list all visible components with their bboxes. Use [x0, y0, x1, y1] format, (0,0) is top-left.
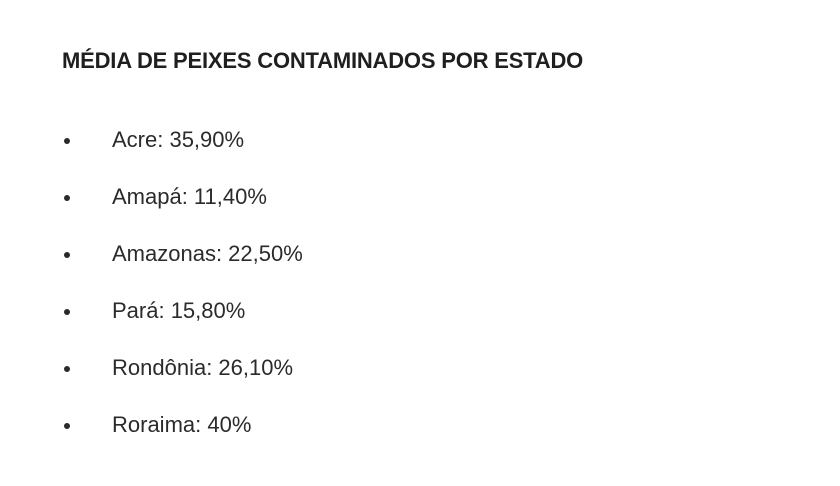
bullet-icon — [64, 423, 70, 429]
list-item-text: Rondônia: 26,10% — [112, 355, 294, 380]
list-item-text: Roraima: 40% — [112, 412, 252, 437]
article-section: MÉDIA DE PEIXES CONTAMINADOS POR ESTADO … — [62, 44, 820, 470]
list-item: Rondônia: 26,10% — [62, 356, 820, 413]
bullet-icon — [64, 138, 70, 144]
section-heading: MÉDIA DE PEIXES CONTAMINADOS POR ESTADO — [62, 48, 584, 73]
list-item-text: Pará: 15,80% — [112, 298, 246, 323]
state-list: Acre: 35,90% Amapá: 11,40% Amazonas: 22,… — [62, 128, 820, 470]
list-item-text: Amapá: 11,40% — [112, 184, 267, 209]
bullet-icon — [64, 195, 70, 201]
bullet-icon — [64, 309, 70, 315]
list-item: Acre: 35,90% — [62, 128, 820, 185]
list-item: Amazonas: 22,50% — [62, 242, 820, 299]
bullet-icon — [64, 366, 70, 372]
list-item: Pará: 15,80% — [62, 299, 820, 356]
list-item: Amapá: 11,40% — [62, 185, 820, 242]
list-item-text: Amazonas: 22,50% — [112, 241, 303, 266]
bullet-icon — [64, 252, 70, 258]
list-item-text: Acre: 35,90% — [112, 127, 245, 152]
list-item: Roraima: 40% — [62, 413, 820, 470]
